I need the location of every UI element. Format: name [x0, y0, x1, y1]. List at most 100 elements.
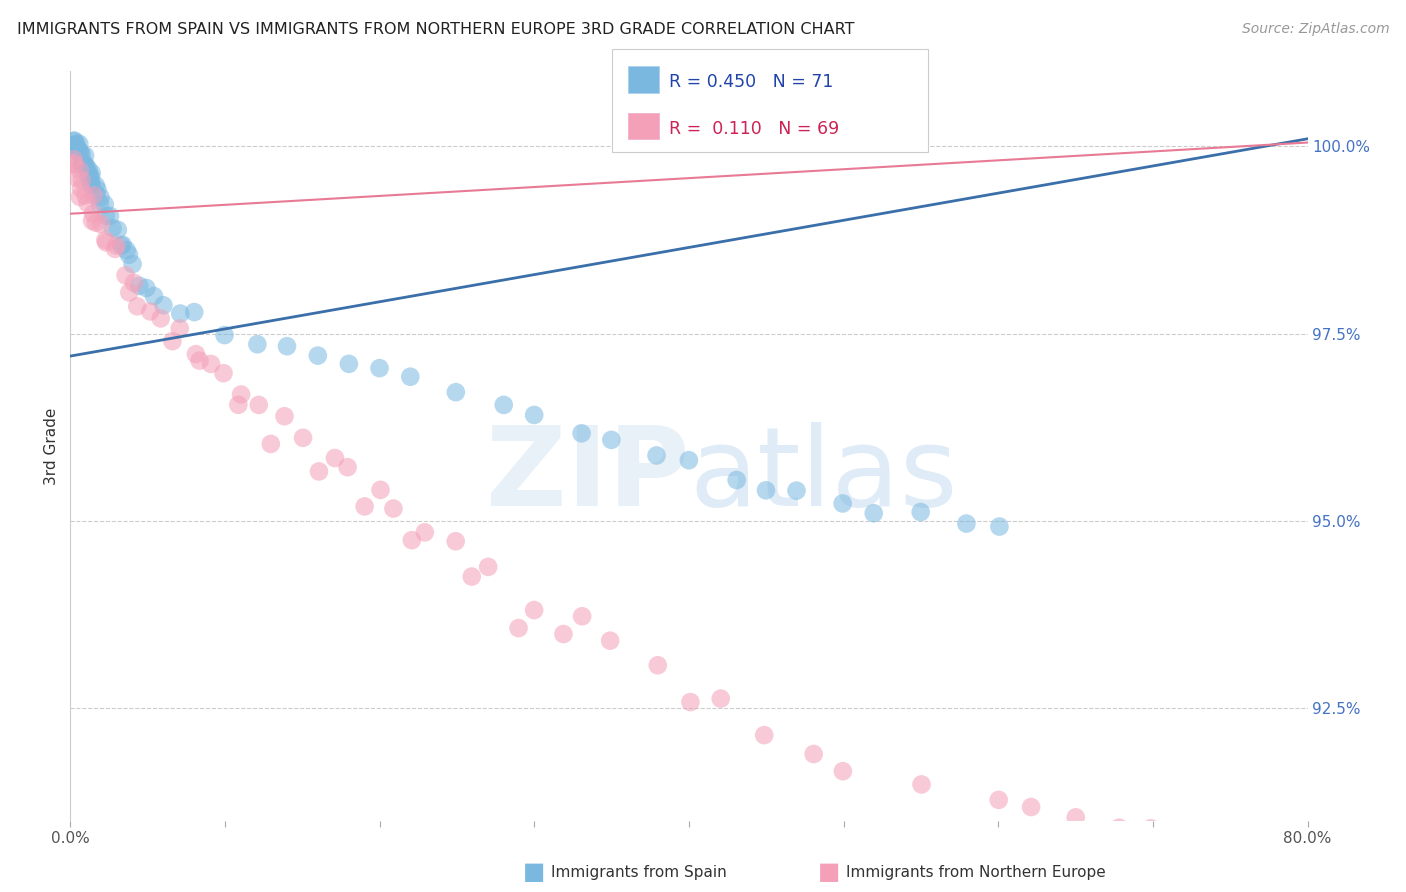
Point [62, 156, 84, 170]
Point [80, 178, 103, 192]
Point [308, 465, 330, 479]
Point [70, 181, 93, 195]
Point [678, 453, 700, 467]
Point [955, 516, 977, 531]
Point [89, 197, 111, 211]
Point [725, 473, 748, 487]
Text: IMMIGRANTS FROM SPAIN VS IMMIGRANTS FROM NORTHERN EUROPE 3RD GRADE CORRELATION C: IMMIGRANTS FROM SPAIN VS IMMIGRANTS FROM… [17, 22, 855, 37]
Point [710, 691, 733, 706]
Point [307, 349, 329, 363]
Point [90, 217, 112, 231]
Point [114, 268, 136, 283]
Point [169, 307, 191, 321]
Point [444, 534, 467, 549]
Text: Immigrants from Spain: Immigrants from Spain [551, 865, 727, 880]
Point [62, 140, 84, 154]
Point [212, 366, 235, 380]
Point [803, 747, 825, 761]
Point [553, 627, 575, 641]
Point [831, 764, 853, 779]
Point [413, 525, 436, 540]
Point [60, 139, 83, 153]
Point [987, 793, 1010, 807]
Point [755, 483, 778, 498]
Point [79, 169, 101, 183]
Point [121, 257, 143, 271]
Point [70, 158, 93, 172]
Text: atlas: atlas [689, 423, 957, 530]
Point [82, 206, 104, 220]
Point [260, 437, 283, 451]
Point [910, 777, 932, 791]
Point [118, 248, 141, 262]
Point [910, 505, 932, 519]
Point [247, 398, 270, 412]
Text: ■: ■ [523, 861, 546, 884]
Point [84, 178, 107, 193]
Point [127, 299, 149, 313]
Point [600, 433, 623, 447]
Point [523, 408, 546, 422]
Text: R =  0.110   N = 69: R = 0.110 N = 69 [669, 120, 839, 137]
Point [80, 213, 103, 227]
Point [228, 398, 250, 412]
Point [65, 138, 87, 153]
Point [76, 196, 98, 211]
Point [1139, 822, 1161, 836]
Text: Immigrants from Northern Europe: Immigrants from Northern Europe [846, 865, 1107, 880]
Point [75, 160, 97, 174]
Point [96, 235, 118, 250]
Point [62, 153, 84, 167]
Text: ZIP: ZIP [485, 423, 689, 530]
Point [323, 450, 346, 465]
Point [63, 157, 86, 171]
Point [67, 144, 90, 158]
Point [831, 496, 853, 510]
Point [382, 501, 405, 516]
Point [72, 156, 94, 170]
Point [84, 216, 107, 230]
Point [69, 190, 91, 204]
Point [139, 304, 162, 318]
Point [105, 238, 128, 252]
Point [84, 187, 107, 202]
Point [1265, 854, 1288, 868]
Point [65, 140, 87, 154]
Point [492, 398, 515, 412]
Point [183, 305, 205, 319]
Point [69, 163, 91, 178]
Point [292, 431, 315, 445]
Point [336, 460, 359, 475]
Text: R = 0.450   N = 71: R = 0.450 N = 71 [669, 73, 834, 92]
Point [647, 658, 669, 673]
Point [80, 171, 103, 186]
Point [77, 161, 100, 176]
Point [162, 334, 184, 349]
Point [337, 357, 360, 371]
Point [1251, 851, 1274, 865]
Point [523, 603, 546, 617]
Point [75, 188, 97, 202]
Point [77, 167, 100, 181]
Point [246, 337, 269, 351]
Point [1174, 839, 1197, 854]
Point [571, 609, 593, 624]
Point [599, 633, 621, 648]
Point [77, 169, 100, 184]
Point [115, 243, 138, 257]
Text: ■: ■ [818, 861, 841, 884]
Text: Source: ZipAtlas.com: Source: ZipAtlas.com [1241, 22, 1389, 37]
Point [66, 171, 89, 186]
Point [401, 533, 423, 548]
Point [184, 347, 207, 361]
Point [70, 147, 93, 161]
Point [754, 728, 776, 742]
Point [188, 353, 211, 368]
Point [143, 289, 166, 303]
Point [67, 145, 90, 160]
Point [94, 233, 117, 247]
Point [79, 177, 101, 191]
Point [1108, 821, 1130, 835]
Point [101, 221, 124, 235]
Point [862, 506, 884, 520]
